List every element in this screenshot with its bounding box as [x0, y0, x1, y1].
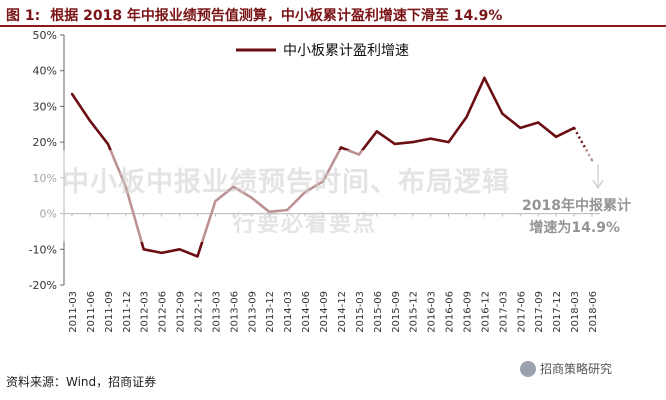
- x-tick-label: 2015-09: [391, 291, 402, 333]
- data-point: [375, 130, 379, 133]
- data-point: [160, 251, 163, 255]
- x-tick-label: 2012-12: [194, 291, 205, 333]
- source-note: 资料来源：Wind，招商证券: [6, 375, 157, 389]
- x-tick-label: 2017-12: [552, 291, 563, 333]
- data-point: [142, 248, 145, 251]
- series-layer: [70, 76, 594, 258]
- x-tick-label: 2014-06: [301, 291, 312, 333]
- data-point: [411, 140, 414, 144]
- data-point: [501, 112, 504, 115]
- figure-title-text: 根据 2018 年中报业绩预告值测算，中小板累计盈利增速下滑至 14.9%: [50, 8, 503, 24]
- data-point: [321, 180, 325, 183]
- x-tick-label: 2015-03: [355, 291, 366, 333]
- data-point: [88, 119, 92, 122]
- x-tick-label: 2016-03: [427, 291, 438, 333]
- y-tick-label: 30%: [33, 100, 57, 113]
- y-tick-label: 50%: [33, 29, 57, 42]
- x-tick-label: 2014-09: [319, 291, 330, 333]
- data-point: [285, 208, 289, 212]
- x-tick-label: 2013-03: [211, 291, 222, 333]
- data-point: [106, 142, 110, 146]
- x-tick-label: 2017-09: [534, 291, 545, 333]
- data-point: [465, 115, 468, 119]
- figure-title: 图 1: 根据 2018 年中报业绩预告值测算，中小板累计盈利增速下滑至 14.9…: [6, 5, 502, 25]
- x-tick-label: 2011-06: [86, 291, 97, 333]
- data-point: [554, 135, 558, 138]
- data-point: [124, 185, 127, 188]
- x-tick-label: 2012-09: [176, 291, 187, 333]
- data-point: [483, 76, 486, 80]
- x-tick-label: 2011-12: [122, 291, 133, 333]
- annotation-line-1: 2018年中报累计: [522, 197, 631, 214]
- x-tick-label: 2011-09: [104, 291, 115, 333]
- data-point: [70, 92, 74, 96]
- x-tick-label: 2017-03: [498, 291, 509, 333]
- y-tick-label: 20%: [33, 136, 57, 149]
- data-point: [590, 159, 594, 162]
- x-tick-label: 2013-09: [247, 291, 258, 333]
- data-point: [572, 126, 576, 130]
- x-tick-label: 2014-03: [283, 291, 294, 333]
- data-point: [214, 199, 217, 203]
- data-point: [232, 185, 235, 188]
- figure-label: 图 1:: [6, 8, 41, 24]
- data-point: [447, 140, 450, 144]
- x-tick-label: 2015-06: [373, 291, 384, 333]
- x-tick-label: 2016-12: [480, 291, 491, 333]
- data-point: [178, 248, 181, 251]
- data-point: [429, 137, 432, 140]
- x-tick-label: 2017-06: [516, 291, 527, 333]
- annotation-line-2: 增速为14.9%: [529, 219, 620, 236]
- y-tick-label: 10%: [33, 172, 57, 185]
- x-tick-label: 2013-12: [265, 291, 276, 333]
- y-tick-label: -20%: [29, 279, 57, 292]
- series-dotted-segment: [573, 127, 594, 161]
- legend: 中小板累计盈利增速: [236, 43, 409, 59]
- data-point: [393, 142, 396, 146]
- series-line: [70, 76, 575, 258]
- x-tick-label: 2016-09: [462, 291, 473, 333]
- x-tick-label: 2012-06: [158, 291, 169, 333]
- data-point: [268, 210, 271, 213]
- x-tick-label: 2012-03: [140, 291, 151, 333]
- x-tick-label: 2015-12: [409, 291, 420, 333]
- brand-logo-icon: [520, 360, 536, 377]
- brand-mark: 招商策略研究: [520, 360, 612, 377]
- x-tick-label: 2013-06: [229, 291, 240, 333]
- y-axis: -20% -10% 0% 10% 20% 30% 40% 50%: [29, 29, 65, 292]
- legend-label: 中小板累计盈利增速: [283, 43, 409, 59]
- y-tick-label: 0%: [40, 208, 57, 221]
- brand-name: 招商策略研究: [540, 362, 613, 376]
- data-point: [519, 126, 522, 130]
- x-tick-label: 2016-06: [445, 291, 456, 333]
- x-tick-label: 2018-03: [570, 291, 581, 333]
- data-point: [303, 190, 307, 194]
- x-tick-label: 2011-03: [68, 291, 79, 333]
- x-axis: 2011-03 2011-06 2011-09 2011-12 2012-03 2012-…: [64, 213, 600, 333]
- x-tick-label: 2014-12: [337, 291, 348, 333]
- title-rule: [0, 25, 666, 27]
- y-tick-label: 40%: [33, 65, 57, 78]
- x-tick-label: 2018-06: [588, 291, 599, 333]
- data-point: [196, 255, 199, 258]
- data-point: [357, 153, 361, 156]
- y-tick-label: -10%: [29, 243, 57, 256]
- data-point: [339, 146, 343, 149]
- data-point: [250, 196, 253, 199]
- data-point: [537, 121, 540, 124]
